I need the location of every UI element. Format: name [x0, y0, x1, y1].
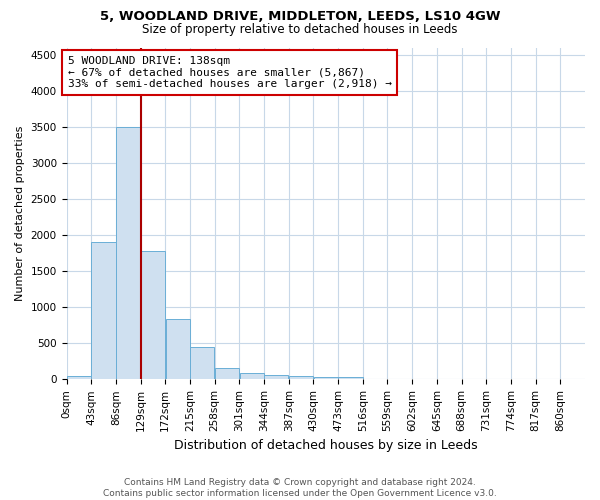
- Bar: [215, 368, 239, 380]
- Bar: [141, 251, 165, 380]
- Bar: [264, 376, 289, 380]
- Bar: [239, 373, 264, 380]
- X-axis label: Distribution of detached houses by size in Leeds: Distribution of detached houses by size …: [174, 440, 478, 452]
- Text: 5, WOODLAND DRIVE, MIDDLETON, LEEDS, LS10 4GW: 5, WOODLAND DRIVE, MIDDLETON, LEEDS, LS1…: [100, 10, 500, 23]
- Text: Contains HM Land Registry data © Crown copyright and database right 2024.
Contai: Contains HM Land Registry data © Crown c…: [103, 478, 497, 498]
- Bar: [289, 376, 313, 380]
- Text: Size of property relative to detached houses in Leeds: Size of property relative to detached ho…: [142, 22, 458, 36]
- Bar: [67, 376, 91, 380]
- Bar: [338, 377, 362, 380]
- Bar: [116, 127, 140, 380]
- Y-axis label: Number of detached properties: Number of detached properties: [15, 126, 25, 301]
- Text: 5 WOODLAND DRIVE: 138sqm
← 67% of detached houses are smaller (5,867)
33% of sem: 5 WOODLAND DRIVE: 138sqm ← 67% of detach…: [68, 56, 392, 89]
- Bar: [166, 318, 190, 380]
- Bar: [190, 347, 214, 380]
- Bar: [314, 377, 338, 380]
- Bar: [91, 242, 116, 380]
